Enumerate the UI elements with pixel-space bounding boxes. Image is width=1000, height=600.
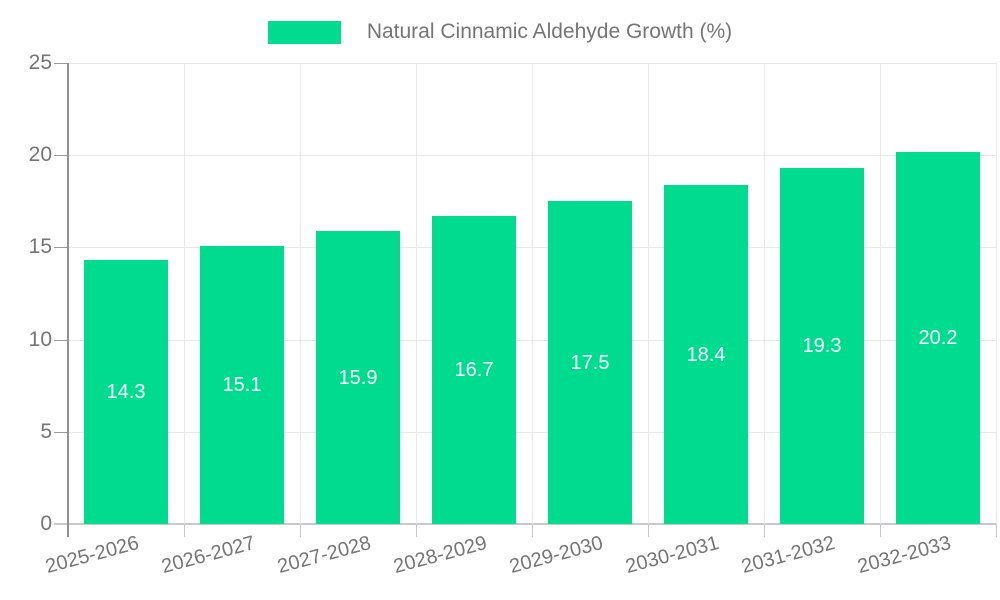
bar-value-label: 15.1 <box>222 374 262 396</box>
y-axis-tick-label: 0 <box>40 512 52 535</box>
x-axis-tick-label: 2030-2031 <box>623 532 722 579</box>
x-axis-tick <box>648 524 649 537</box>
y-axis-tick-label: 10 <box>28 328 52 351</box>
x-axis-tick-label: 2029-2030 <box>507 532 606 579</box>
x-gridline <box>416 63 417 524</box>
x-gridline <box>880 63 881 524</box>
x-axis-tick-label: 2027-2028 <box>275 532 374 579</box>
x-axis-tick <box>416 524 417 537</box>
bar-value-label: 15.9 <box>338 367 378 389</box>
x-axis-tick <box>184 524 185 537</box>
x-axis-tick <box>880 524 881 537</box>
y-axis-tick-label: 25 <box>28 51 52 74</box>
x-axis-line <box>54 523 996 525</box>
bar-value-label: 18.4 <box>686 344 726 366</box>
legend-label: Natural Cinnamic Aldehyde Growth (%) <box>366 20 733 43</box>
y-axis-tick-label: 15 <box>28 235 52 258</box>
y-axis-tick-label: 5 <box>40 420 52 443</box>
x-axis-tick-label: 2025-2026 <box>43 532 142 579</box>
x-gridline <box>532 63 533 524</box>
y-axis-tick <box>54 432 68 433</box>
y-axis-tick <box>54 247 68 248</box>
y-axis-tick <box>54 155 68 156</box>
x-axis-tick-label: 2026-2027 <box>159 532 258 579</box>
bar-value-label: 14.3 <box>106 381 146 403</box>
bar[interactable] <box>84 260 168 524</box>
x-axis-tick-label: 2031-2032 <box>739 532 838 579</box>
x-gridline <box>764 63 765 524</box>
x-axis-tick <box>300 524 301 537</box>
x-axis-tick <box>764 524 765 537</box>
x-axis-tick-label: 2032-2033 <box>855 532 954 579</box>
legend-swatch <box>267 20 341 44</box>
y-axis-line <box>67 63 69 537</box>
bar[interactable] <box>780 168 864 524</box>
y-axis-tick <box>54 340 68 341</box>
bar-value-label: 17.5 <box>570 352 610 374</box>
bar[interactable] <box>896 152 980 524</box>
legend[interactable]: Natural Cinnamic Aldehyde Growth (%) <box>0 18 1000 46</box>
bar[interactable] <box>316 231 400 524</box>
x-gridline <box>648 63 649 524</box>
y-axis-tick <box>54 63 68 64</box>
x-gridline <box>184 63 185 524</box>
bar-value-label: 19.3 <box>802 335 842 357</box>
bar[interactable] <box>200 246 284 524</box>
y-axis-tick-label: 20 <box>28 143 52 166</box>
bar-value-label: 16.7 <box>454 359 494 381</box>
x-gridline <box>996 63 997 524</box>
x-axis-tick <box>532 524 533 537</box>
x-axis-tick <box>996 524 997 537</box>
x-axis-tick-label: 2028-2029 <box>391 532 490 579</box>
bar-value-label: 20.2 <box>918 327 958 349</box>
bar[interactable] <box>664 185 748 524</box>
x-gridline <box>300 63 301 524</box>
bar[interactable] <box>432 216 516 524</box>
bar[interactable] <box>548 201 632 524</box>
